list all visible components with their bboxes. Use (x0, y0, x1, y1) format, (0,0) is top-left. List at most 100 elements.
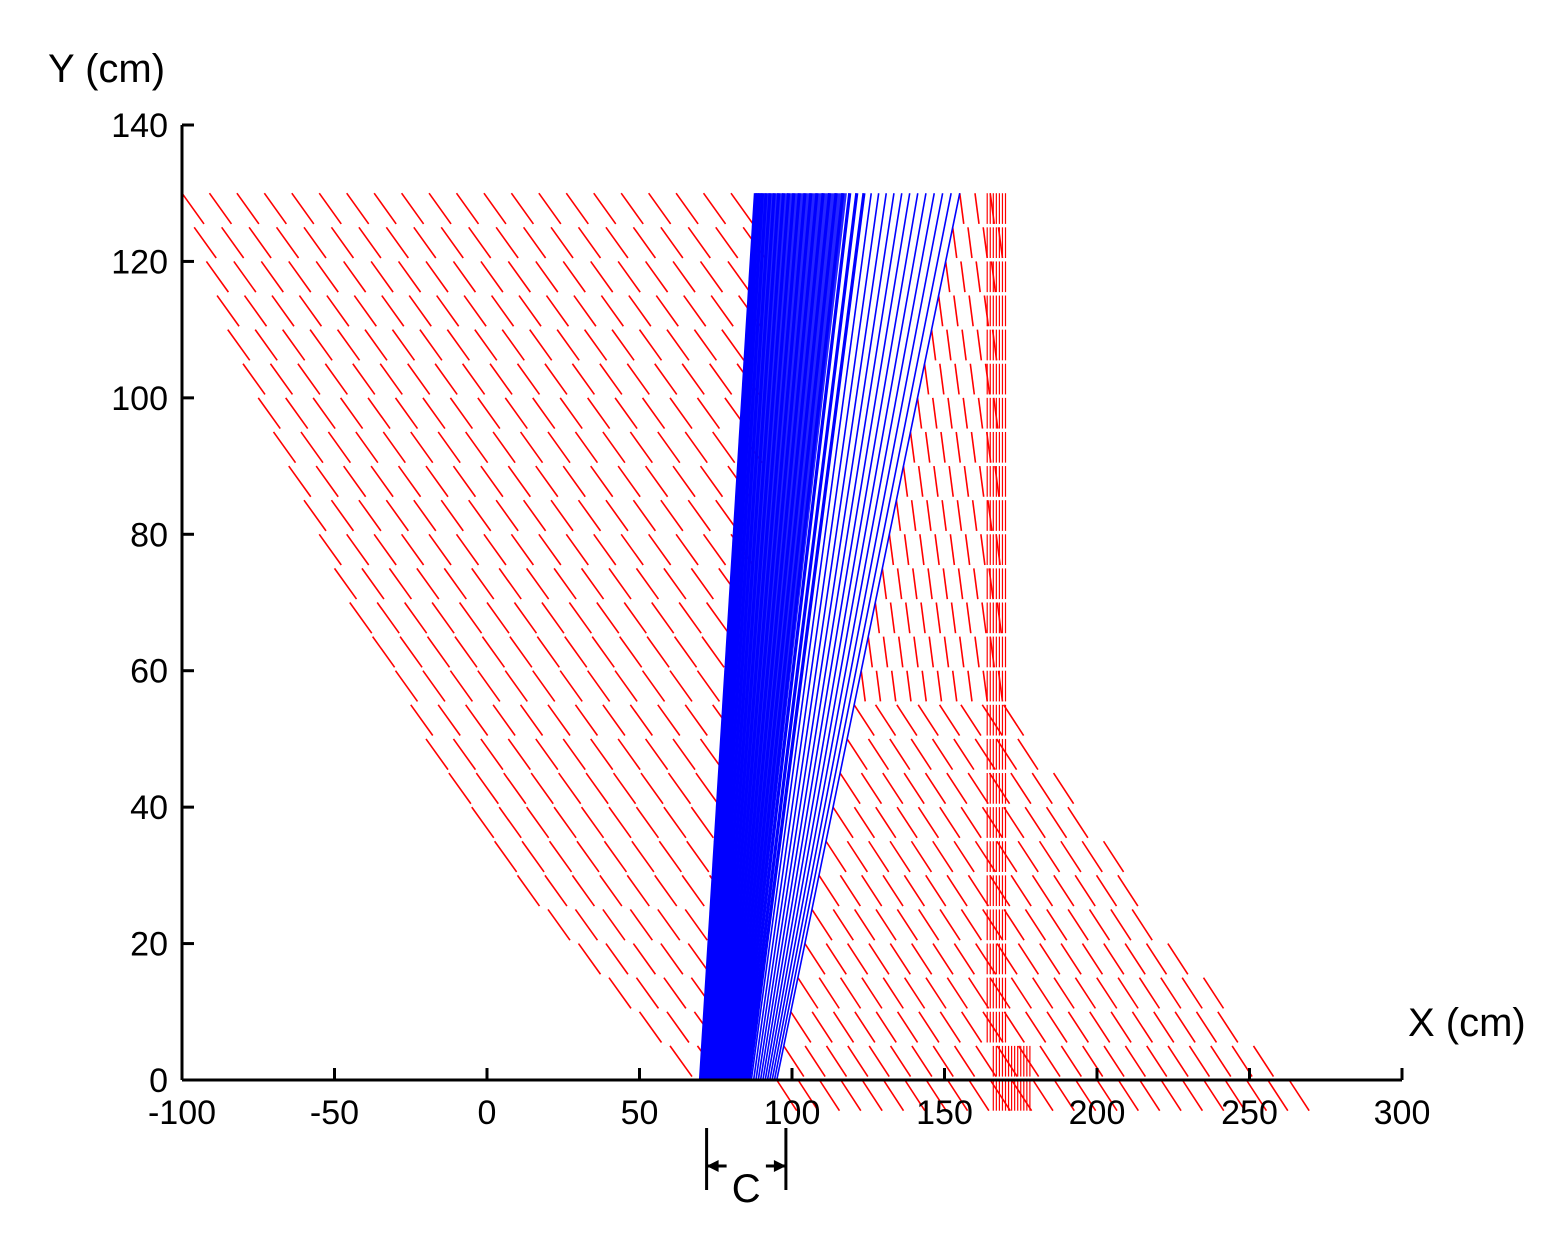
red-trajectory-dash (943, 636, 950, 668)
red-trajectory-dash (471, 806, 495, 839)
red-trajectory-dash (690, 567, 715, 600)
red-trajectory-dash (1074, 977, 1097, 1009)
red-trajectory-dash (548, 840, 573, 873)
red-trajectory-dash (867, 636, 874, 668)
red-trajectory-dash (868, 840, 890, 873)
red-trajectory-dash (641, 397, 666, 430)
red-trajectory-dash (903, 977, 926, 1009)
red-trajectory-dash (960, 806, 982, 839)
red-trajectory-dash (924, 772, 947, 805)
red-trajectory-dash (1089, 1011, 1111, 1043)
red-trajectory-dash (413, 226, 437, 259)
red-trajectory-dash (522, 499, 547, 532)
red-trajectory-dash (940, 431, 946, 463)
red-trajectory-dash (1139, 1079, 1161, 1112)
red-trajectory-dash (839, 977, 862, 1009)
red-trajectory-dash (608, 567, 632, 600)
red-trajectory-dash (1053, 1079, 1075, 1112)
red-trajectory-dash (937, 295, 944, 327)
red-trajectory-dash (951, 670, 958, 702)
red-trajectory-dash (1096, 977, 1118, 1009)
red-trajectory-dash (525, 806, 550, 839)
red-trajectory-dash (669, 397, 693, 430)
red-trajectory-dash (861, 874, 883, 907)
red-trajectory-dash (300, 431, 324, 464)
red-trajectory-dash (875, 806, 897, 839)
red-trajectory-dash (477, 397, 501, 430)
red-trajectory-dash (977, 397, 984, 429)
y-tick-label: 80 (130, 516, 168, 554)
red-trajectory-dash (547, 431, 571, 464)
blue-trajectory-line (766, 193, 927, 1081)
red-trajectory-dash (903, 874, 926, 907)
red-trajectory-dash (1095, 874, 1118, 907)
red-trajectory-dash (626, 363, 650, 395)
red-trajectory-dash (678, 602, 702, 634)
red-trajectory-dash (953, 943, 976, 975)
red-trajectory-dash (288, 260, 312, 293)
red-trajectory-dash (605, 943, 629, 975)
red-trajectory-dash (646, 636, 670, 668)
red-trajectory-dash (702, 533, 727, 566)
red-trajectory-dash (1167, 1045, 1189, 1078)
red-trajectory-dash (647, 192, 672, 225)
red-trajectory-dash (913, 636, 919, 668)
red-trajectory-dash (371, 636, 396, 668)
red-trajectory-dash (939, 1011, 961, 1043)
red-trajectory-dash (205, 260, 230, 293)
red-trajectory-dash (804, 943, 826, 975)
red-trajectory-dash (590, 738, 614, 771)
red-trajectory-dash (1003, 806, 1025, 839)
span-arrowhead-left (706, 1160, 719, 1172)
red-trajectory-dash (475, 772, 499, 805)
red-trajectory-dash (967, 227, 973, 259)
red-trajectory-dash (312, 397, 336, 430)
red-trajectory-dash (917, 806, 940, 839)
red-trajectory-dash (644, 260, 669, 293)
red-trajectory-dash (330, 226, 355, 259)
red-trajectory-dash (1103, 1045, 1125, 1078)
red-trajectory-dash (867, 738, 890, 771)
y-tick-label: 40 (130, 789, 168, 827)
red-trajectory-dash (947, 397, 953, 429)
y-tick-label: 20 (130, 926, 168, 964)
red-trajectory-dash (501, 329, 525, 361)
red-trajectory-dash (416, 567, 440, 600)
red-trajectory-dash (342, 465, 367, 498)
red-trajectory-dash (919, 534, 925, 566)
red-trajectory-dash (917, 465, 924, 497)
red-trajectory-dash (946, 977, 968, 1009)
red-trajectory-dash (974, 840, 997, 873)
red-trajectory-dash (981, 602, 987, 634)
red-trajectory-dash (953, 840, 975, 873)
red-trajectory-dash (978, 465, 985, 497)
red-trajectory-dash (647, 533, 672, 566)
red-trajectory-dash (333, 567, 358, 600)
red-trajectory-dash (449, 670, 474, 702)
red-trajectory-dash (923, 363, 930, 395)
red-trajectory-dash (559, 670, 583, 702)
red-trajectory-dash (832, 806, 854, 839)
red-trajectory-dash (591, 636, 615, 668)
red-trajectory-dash (553, 806, 577, 839)
red-trajectory-dash (565, 192, 589, 225)
red-trajectory-dash (960, 1011, 983, 1043)
red-trajectory-dash (925, 977, 947, 1009)
red-trajectory-dash (1131, 1011, 1154, 1043)
x-tick-label: 50 (621, 1094, 659, 1132)
red-trajectory-dash (504, 670, 528, 702)
y-tick-label: 100 (111, 380, 168, 418)
red-trajectory-dash (875, 909, 897, 941)
red-trajectory-dash (982, 670, 989, 702)
red-trajectory-dash (644, 465, 669, 498)
red-trajectory-dash (953, 1045, 976, 1078)
x-ticks: -100 -50 0 50 100 150 200 250 300 (148, 1068, 1430, 1132)
red-trajectory-dash (486, 602, 510, 634)
red-trajectory-dash (903, 772, 925, 805)
red-trajectory-dash (657, 704, 681, 736)
red-trajectory-dash (571, 363, 596, 395)
red-trajectory-dash (946, 329, 952, 361)
red-trajectory-dash (530, 772, 554, 805)
red-trajectory-dash (603, 840, 628, 873)
red-trajectory-dash (861, 1079, 883, 1112)
